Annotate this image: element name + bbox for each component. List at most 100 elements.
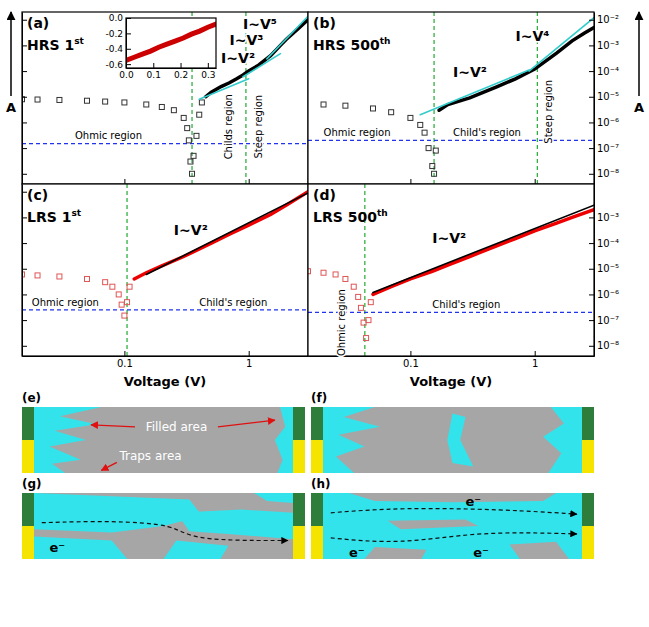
trap-area	[388, 519, 479, 529]
data-point	[366, 318, 371, 323]
y-axis-line	[594, 13, 595, 185]
electrode	[311, 440, 323, 473]
x-tick-label: 0.2	[174, 70, 188, 80]
region-label: Steep region	[543, 80, 554, 144]
y-tick-mark	[22, 71, 27, 72]
plot-frame	[308, 184, 594, 356]
diagram-label: Traps area	[118, 449, 181, 463]
y-tick-label: 10⁻⁴	[597, 238, 619, 249]
plot-area	[126, 24, 216, 60]
fit-label: I~V²	[221, 50, 255, 66]
y-tick: 10⁻⁷	[589, 315, 619, 326]
data-point	[190, 171, 195, 176]
panel-letter: (a)	[27, 15, 49, 31]
x-tick-mark	[535, 351, 536, 356]
electron-label: e⁻	[473, 545, 489, 560]
y-tick	[22, 97, 27, 98]
x-tick-label: 1	[532, 358, 538, 369]
panel-letter: (c)	[27, 187, 48, 203]
filled-area	[34, 537, 127, 559]
electrode	[311, 493, 323, 526]
data-point	[321, 102, 326, 107]
reference-line	[308, 312, 594, 313]
data-point	[432, 171, 437, 176]
data-point	[199, 100, 204, 105]
x-tick: 0.1	[147, 63, 161, 80]
data-point	[159, 104, 164, 109]
pointer-arrow	[101, 462, 117, 470]
plot-area	[22, 12, 308, 184]
filled-area	[447, 414, 473, 467]
y-tick	[22, 320, 27, 321]
plot-frame	[22, 12, 308, 184]
fit-label: I~V²	[432, 230, 466, 246]
fit-line	[146, 193, 308, 275]
y-tick-mark	[126, 33, 131, 34]
y-tick-label: 10⁻⁶	[597, 289, 619, 300]
y-tick	[22, 71, 27, 72]
y-tick-mark	[22, 97, 27, 98]
data-point	[368, 300, 373, 305]
x-tick-mark	[410, 179, 411, 184]
reference-line	[433, 12, 434, 184]
y-tick-label: 10⁻⁷	[597, 143, 619, 154]
x-axis-line	[23, 356, 309, 357]
y-axis-title: A	[6, 100, 16, 115]
y-tick-label: 10⁻⁶	[597, 117, 619, 128]
y-axis-line	[22, 13, 23, 185]
electrode	[582, 493, 594, 526]
y-tick-label: -0.2	[105, 29, 123, 39]
y-tick-mark	[126, 64, 131, 65]
data-point	[197, 112, 202, 117]
electrode	[582, 440, 594, 473]
panel: 0.1110⁻⁸10⁻⁷10⁻⁶10⁻⁵10⁻⁴10⁻³(d)LRS 500th…	[306, 184, 620, 389]
y-tick	[22, 174, 27, 175]
electrode	[293, 407, 305, 440]
pointer-arrow	[218, 420, 275, 427]
x-tick-mark	[124, 351, 125, 356]
data-point	[364, 336, 369, 341]
region-label: Ohmic region	[32, 297, 99, 308]
data-point	[171, 108, 176, 113]
fit-label: I~V²	[453, 64, 487, 80]
y-tick: 10⁻⁴	[589, 66, 619, 77]
data-point	[188, 159, 193, 164]
y-tick: 0.0	[109, 13, 131, 23]
y-tick: 10⁻³	[589, 40, 619, 51]
plot-background	[22, 184, 308, 356]
electrode	[22, 440, 34, 473]
data-point	[119, 302, 124, 307]
y-tick: 10⁻⁵	[589, 91, 619, 102]
fit-label: I~V⁴	[515, 28, 549, 44]
data-line	[126, 24, 216, 60]
x-tick-label: 0.3	[201, 70, 215, 80]
panel-title: HRS 500th	[313, 36, 390, 53]
data-point	[84, 98, 89, 103]
y-tick-label: 10⁻⁵	[597, 263, 619, 274]
electrode	[311, 407, 323, 440]
x-tick-mark	[410, 351, 411, 356]
plot-area	[308, 12, 594, 184]
y-tick-mark	[22, 294, 27, 295]
x-tick: 1	[246, 351, 252, 369]
y-tick	[22, 122, 27, 123]
region-label: Child's region	[432, 299, 500, 310]
panel: 10⁻⁸10⁻⁷10⁻⁶10⁻⁵10⁻⁴10⁻³10⁻²(b)HRS 500th…	[308, 12, 644, 185]
y-tick-mark	[22, 320, 27, 321]
x-tick-label: 1	[246, 358, 252, 369]
y-axis: -0.6-0.4-0.20.0	[105, 13, 131, 69]
y-tick: 10⁻⁸	[589, 168, 619, 179]
electrode	[22, 407, 34, 440]
y-tick-mark	[126, 18, 131, 19]
y-tick-label: 10⁻²	[597, 14, 619, 25]
y-tick: -0.4	[105, 44, 131, 54]
reference-line	[22, 143, 308, 144]
y-tick-mark	[22, 243, 27, 244]
diagram: (h)e⁻e⁻e⁻	[311, 477, 594, 560]
data-point	[370, 106, 375, 111]
y-tick-label: 10⁻³	[597, 40, 619, 51]
data-point	[194, 133, 199, 138]
fit-label: I~V²	[174, 222, 208, 238]
x-tick-label: 0.1	[147, 70, 161, 80]
panel: 0.11(c)LRS 1stI~V²Ohmic regionChild's re…	[20, 184, 309, 389]
